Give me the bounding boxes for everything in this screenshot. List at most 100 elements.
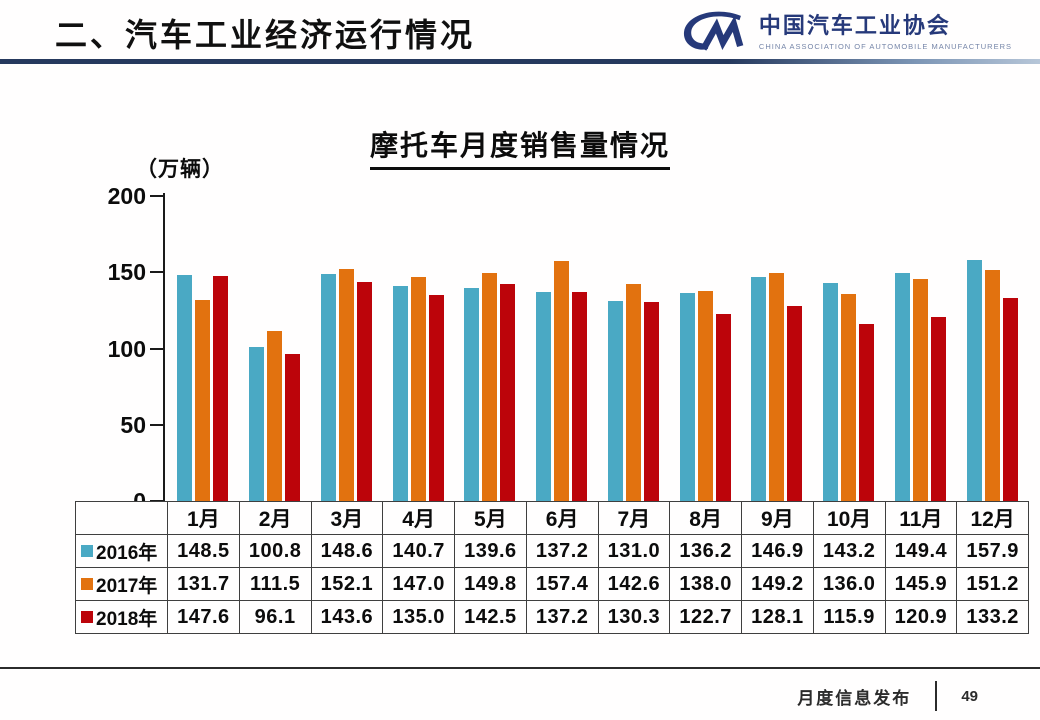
value-cell: 111.5 xyxy=(238,567,312,601)
value-cell: 139.6 xyxy=(454,534,527,568)
value-cell: 148.5 xyxy=(167,534,240,568)
header-divider xyxy=(0,59,1040,64)
value-cell: 149.2 xyxy=(741,567,814,601)
value-cell: 145.9 xyxy=(884,567,958,601)
bar-2016年-1月 xyxy=(177,274,193,501)
series-label-cell: 2016年 xyxy=(75,534,168,568)
y-axis-tick xyxy=(150,195,163,197)
chart-title: 摩托车月度销售量情况 xyxy=(369,124,670,170)
y-axis-tick-label: 150 xyxy=(107,259,146,286)
month-header-row: 1月 2月 3月 4月 5月 6月 7月 8月 9月 10月 11月 12月 xyxy=(75,501,1029,535)
bar-2017年-7月 xyxy=(625,283,641,501)
value-cell: 143.2 xyxy=(812,534,886,568)
bar-2018年-9月 xyxy=(787,305,803,501)
value-cell: 100.8 xyxy=(238,534,312,568)
value-cell: 151.2 xyxy=(956,567,1029,601)
y-axis-tick xyxy=(150,347,163,350)
value-cell: 143.6 xyxy=(310,600,384,634)
bar-2016年-12月 xyxy=(966,260,982,501)
org-name: 中国汽车工业协会 xyxy=(758,13,951,38)
month-header-cell: 4月 xyxy=(382,501,455,535)
value-cell: 137.2 xyxy=(525,600,599,634)
footer-label: 月度信息发布 xyxy=(797,688,912,708)
bar-2017年-6月 xyxy=(554,260,570,501)
month-header-cell: 10月 xyxy=(812,501,886,535)
bar-2018年-4月 xyxy=(428,295,444,501)
month-header-cell: 6月 xyxy=(525,501,599,535)
month-header-cell: 3月 xyxy=(310,501,384,535)
value-cell: 147.0 xyxy=(382,567,455,601)
bar-2017年-11月 xyxy=(912,278,928,501)
page-title: 二、汽车工业经济运行情况 xyxy=(55,17,476,53)
table-row: 2018年 147.6 96.1 143.6 135.0 142.5 137.2 130.3 1… xyxy=(75,600,1029,634)
value-cell: 120.9 xyxy=(884,600,958,634)
footer-separator xyxy=(935,681,938,711)
bar-2018年-2月 xyxy=(285,354,301,501)
org-subtitle: CHINA ASSOCIATION OF AUTOMOBILE MANUFACT… xyxy=(758,42,1012,51)
value-cell: 131.0 xyxy=(597,534,671,568)
bar-2017年-2月 xyxy=(267,330,283,501)
bar-2017年-9月 xyxy=(769,273,785,501)
table-row: 2017年 131.7 111.5 152.1 147.0 149.8 157.4 142.6… xyxy=(75,567,1029,601)
value-cell: 130.3 xyxy=(597,600,671,634)
footer-divider-line xyxy=(0,667,1040,669)
value-cell: 157.9 xyxy=(956,534,1029,568)
bar-2018年-7月 xyxy=(643,302,659,501)
value-cell: 133.2 xyxy=(956,600,1029,634)
value-cell: 146.9 xyxy=(741,534,814,568)
y-axis-tick xyxy=(150,271,163,274)
series-name: 2017年 xyxy=(96,575,158,597)
value-cell: 142.6 xyxy=(597,567,671,601)
value-cell: 152.1 xyxy=(310,567,384,601)
value-cell: 128.1 xyxy=(741,600,814,634)
bar-2018年-3月 xyxy=(356,282,372,501)
legend-swatch-2017年 xyxy=(81,578,93,590)
value-cell: 137.2 xyxy=(525,534,599,568)
bar-2018年-8月 xyxy=(715,313,731,501)
value-cell: 147.6 xyxy=(167,600,240,634)
month-header-cell: 7月 xyxy=(597,501,671,535)
bar-2016年-4月 xyxy=(392,286,408,501)
table-row: 2016年 148.5 100.8 148.6 140.7 139.6 137.2 131.0… xyxy=(75,534,1029,568)
value-cell: 122.7 xyxy=(669,600,742,634)
month-header-cell: 5月 xyxy=(454,501,527,535)
y-axis-tick-label: 50 xyxy=(120,411,146,438)
value-cell: 136.0 xyxy=(812,567,886,601)
value-cell: 115.9 xyxy=(812,600,886,634)
value-cell: 138.0 xyxy=(669,567,742,601)
value-cell: 131.7 xyxy=(167,567,240,601)
y-axis-line xyxy=(163,193,165,501)
legend-swatch-2016年 xyxy=(81,545,93,557)
value-cell: 157.4 xyxy=(525,567,599,601)
bar-2016年-6月 xyxy=(536,291,552,501)
month-header-cell: 2月 xyxy=(238,501,312,535)
month-header-cell: 12月 xyxy=(956,501,1029,535)
y-axis-unit-label: （万辆） xyxy=(136,158,224,181)
bar-2016年-11月 xyxy=(894,273,910,501)
bar-2018年-11月 xyxy=(930,316,946,501)
bar-2016年-5月 xyxy=(464,288,480,501)
y-axis-tick-label: 200 xyxy=(107,183,146,209)
bar-2018年-5月 xyxy=(500,283,516,501)
bar-2017年-12月 xyxy=(984,270,1000,501)
footer-page-number: 49 xyxy=(961,687,978,705)
bar-2016年-9月 xyxy=(751,276,767,501)
bar-2018年-6月 xyxy=(572,291,588,501)
month-header-cell: 11月 xyxy=(884,501,958,535)
month-header-cell: 8月 xyxy=(669,501,742,535)
series-name: 2018年 xyxy=(96,608,158,630)
value-cell: 96.1 xyxy=(238,600,312,634)
series-name: 2016年 xyxy=(96,542,158,564)
bar-2016年-7月 xyxy=(607,301,623,501)
bar-2017年-10月 xyxy=(841,293,857,501)
bar-2018年-12月 xyxy=(1002,297,1018,501)
table-corner-cell xyxy=(75,501,168,535)
value-cell: 136.2 xyxy=(669,534,742,568)
footer: 月度信息发布 49 xyxy=(797,681,978,711)
cam-logo-icon xyxy=(679,8,751,54)
bar-2017年-4月 xyxy=(410,276,426,501)
series-label-cell: 2018年 xyxy=(75,600,168,634)
value-cell: 149.4 xyxy=(884,534,958,568)
month-header-cell: 1月 xyxy=(167,501,240,535)
